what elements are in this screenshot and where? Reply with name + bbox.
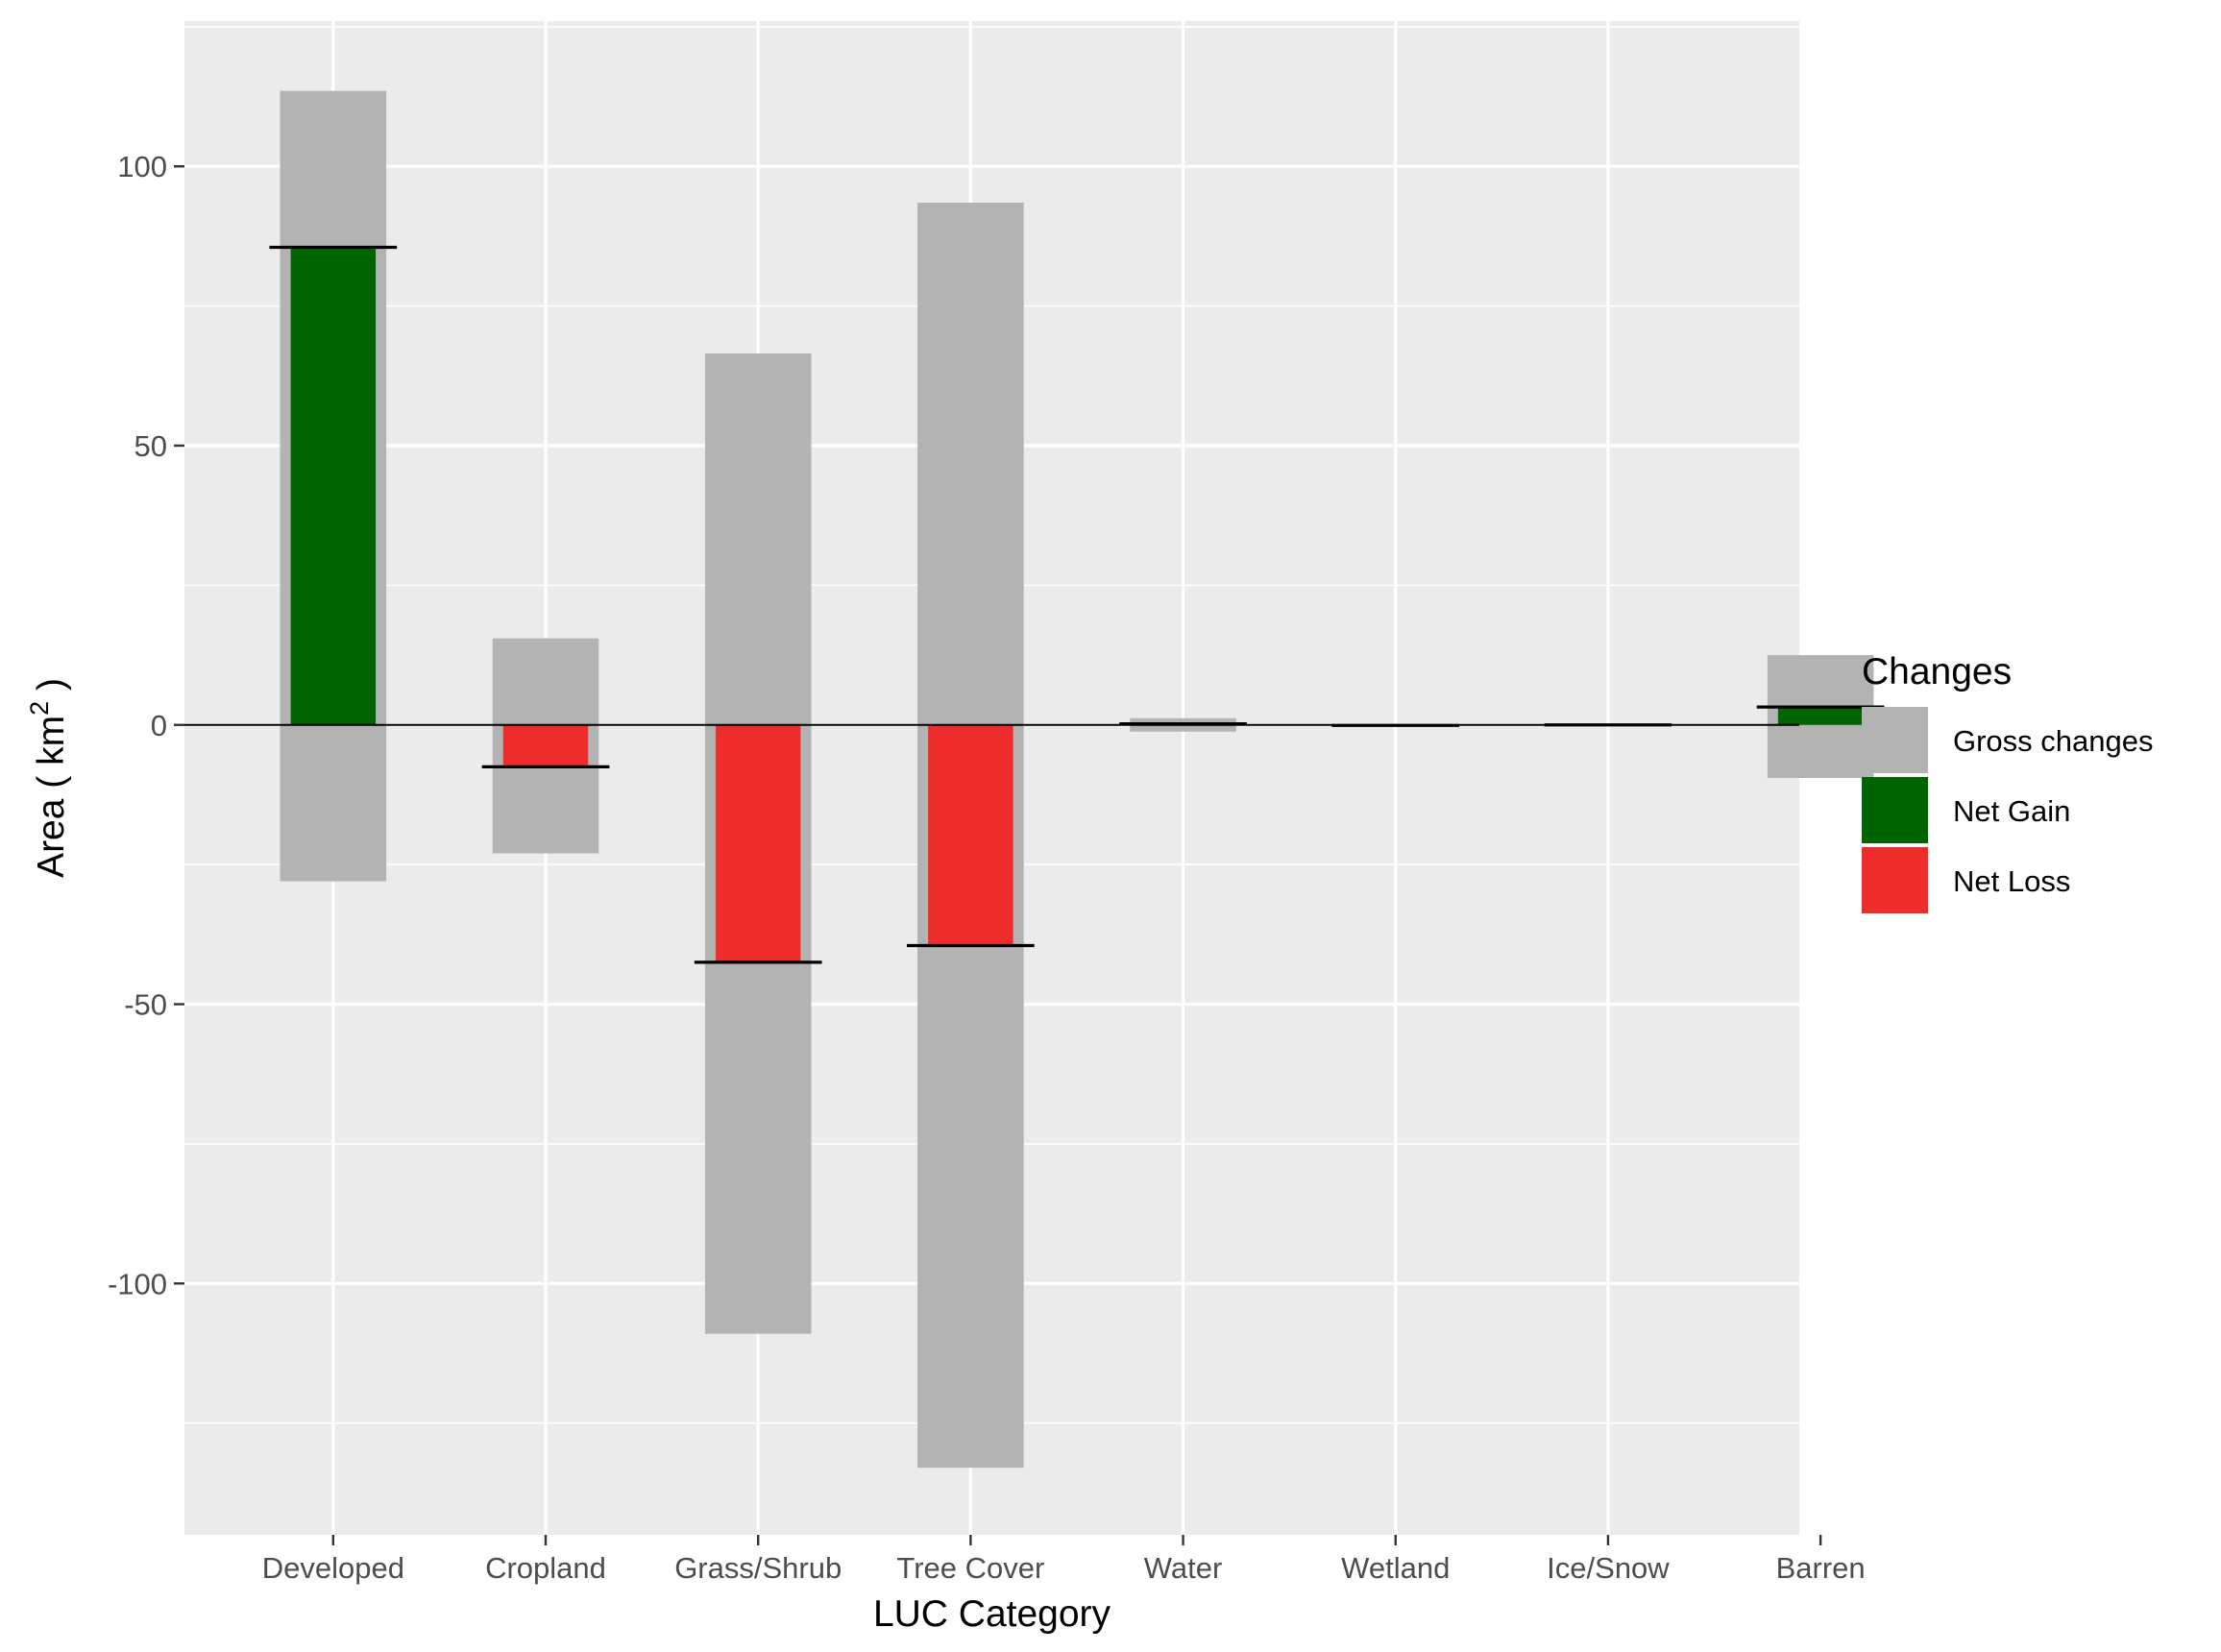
net-bar-cropland bbox=[502, 724, 589, 767]
x-tick-label: Wetland bbox=[1341, 1551, 1450, 1585]
legend-key-loss bbox=[1862, 847, 1928, 913]
net-bar-grass-shrub bbox=[715, 724, 801, 962]
x-tick-label: Developed bbox=[262, 1551, 404, 1585]
x-tick-label: Ice/Snow bbox=[1547, 1551, 1670, 1585]
legend-key-gross bbox=[1862, 707, 1928, 773]
legend-label-gross: Gross changes bbox=[1953, 724, 2154, 758]
legend-key-gain bbox=[1862, 777, 1928, 843]
net-bar-tree-cover bbox=[928, 724, 1013, 946]
net-bar-developed bbox=[290, 247, 377, 725]
y-tick-label: -50 bbox=[124, 988, 167, 1022]
x-axis-title: LUC Category bbox=[873, 1593, 1111, 1635]
x-tick-label: Barren bbox=[1776, 1551, 1866, 1585]
x-tick-label: Tree Cover bbox=[896, 1551, 1044, 1585]
legend-label-gain: Net Gain bbox=[1953, 794, 2070, 828]
y-tick-label: 50 bbox=[134, 429, 167, 463]
x-tick-label: Water bbox=[1144, 1551, 1223, 1585]
y-tick-label: 100 bbox=[117, 150, 167, 183]
y-axis-title: Area ( km2 ) bbox=[25, 678, 72, 878]
x-tick-label: Cropland bbox=[485, 1551, 606, 1585]
legend-title: Changes bbox=[1862, 651, 2012, 692]
x-tick-label: Grass/Shrub bbox=[674, 1551, 842, 1585]
net-bar-barren bbox=[1777, 707, 1864, 725]
y-tick-label: 0 bbox=[151, 709, 167, 742]
legend-label-loss: Net Loss bbox=[1953, 864, 2070, 898]
y-tick-label: -100 bbox=[108, 1267, 167, 1300]
